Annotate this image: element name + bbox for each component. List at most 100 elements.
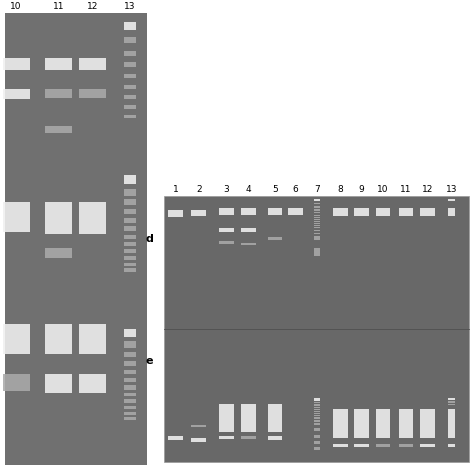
Bar <box>124 209 136 214</box>
Bar <box>80 90 106 98</box>
Bar <box>124 249 136 253</box>
Bar <box>219 436 234 439</box>
Bar <box>3 90 29 100</box>
Bar <box>124 352 136 357</box>
Text: 12: 12 <box>87 2 99 11</box>
Bar <box>448 401 455 403</box>
Bar <box>314 441 320 442</box>
Bar <box>3 202 29 232</box>
Bar <box>124 37 136 43</box>
Bar <box>46 58 72 71</box>
Bar <box>124 329 136 337</box>
Text: 12: 12 <box>422 185 433 194</box>
Bar <box>124 268 136 272</box>
Bar <box>46 325 72 354</box>
Bar <box>314 219 320 220</box>
Bar <box>448 398 455 400</box>
Bar <box>314 435 320 436</box>
Bar <box>420 208 435 216</box>
Bar <box>376 208 391 216</box>
Bar <box>80 58 106 71</box>
Bar <box>124 62 136 67</box>
Bar <box>46 247 72 257</box>
Bar <box>314 409 320 410</box>
Bar <box>314 401 320 403</box>
Bar <box>314 249 320 250</box>
Bar <box>124 412 136 415</box>
Bar <box>314 228 320 229</box>
Bar <box>314 236 320 237</box>
Bar <box>124 115 136 118</box>
Bar <box>5 13 147 465</box>
Bar <box>80 374 106 393</box>
Bar <box>124 105 136 109</box>
Bar <box>314 417 320 418</box>
Bar <box>314 413 320 414</box>
Bar <box>46 202 72 234</box>
Bar <box>124 378 136 382</box>
Bar <box>314 404 320 406</box>
Bar <box>333 444 347 447</box>
Bar <box>124 385 136 390</box>
Bar <box>314 206 320 208</box>
Bar <box>124 175 136 184</box>
Bar <box>314 221 320 222</box>
Bar <box>420 444 435 447</box>
Bar <box>376 409 391 438</box>
Text: 8: 8 <box>337 185 343 194</box>
Bar <box>268 208 283 215</box>
Bar <box>314 411 320 412</box>
Bar <box>46 126 72 133</box>
Bar <box>3 58 29 71</box>
Bar <box>241 228 256 232</box>
Bar <box>314 442 320 443</box>
Bar <box>124 218 136 223</box>
Bar <box>124 189 136 196</box>
Bar <box>314 448 320 449</box>
Bar <box>314 225 320 226</box>
Bar <box>314 427 320 428</box>
Bar <box>124 22 136 30</box>
Bar <box>124 235 136 238</box>
Bar <box>314 252 320 253</box>
Bar <box>314 217 320 218</box>
Bar <box>354 409 369 438</box>
Text: 2: 2 <box>196 185 201 194</box>
Bar <box>314 421 320 422</box>
Text: 1: 1 <box>173 185 179 194</box>
Text: d: d <box>145 234 153 244</box>
Bar <box>268 237 283 240</box>
Bar <box>124 406 136 409</box>
Bar <box>219 404 234 432</box>
Bar <box>314 227 320 228</box>
Bar <box>241 243 256 246</box>
Bar <box>314 254 320 255</box>
Bar <box>314 248 320 249</box>
Bar <box>124 95 136 100</box>
Bar <box>314 423 320 424</box>
Bar <box>333 208 347 216</box>
Bar <box>124 400 136 403</box>
Bar <box>314 429 320 430</box>
Bar <box>314 215 320 216</box>
Bar <box>314 251 320 252</box>
Bar <box>314 446 320 447</box>
Bar <box>164 196 469 462</box>
Bar <box>314 250 320 251</box>
Bar <box>314 230 320 231</box>
Bar <box>288 208 303 215</box>
Bar <box>124 242 136 246</box>
Text: 6: 6 <box>293 185 299 194</box>
Bar <box>314 415 320 416</box>
Bar <box>124 263 136 266</box>
Bar <box>268 404 283 432</box>
Bar <box>314 438 320 439</box>
Text: 9: 9 <box>359 185 365 194</box>
Bar <box>241 208 256 216</box>
Bar <box>268 436 283 439</box>
Bar <box>354 444 369 447</box>
Bar <box>448 409 455 438</box>
Bar <box>124 370 136 374</box>
Bar <box>314 212 320 213</box>
Bar <box>399 444 413 447</box>
